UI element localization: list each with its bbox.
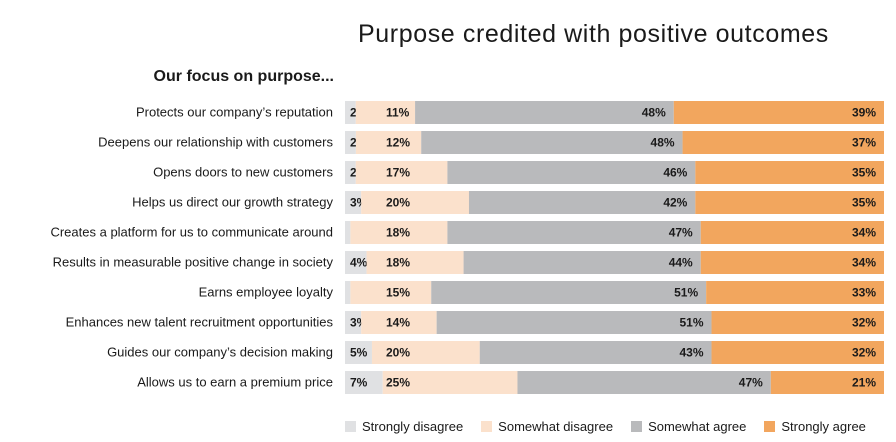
category-label-helps-us-direct-our-growth-strategy: Helps us direct our growth strategy — [132, 195, 333, 210]
data-label-somewhat-disagree-2: 12% — [386, 136, 410, 150]
bar-segment-somewhat-disagree-2 — [355, 131, 422, 154]
bar-segment-strongly-disagree-1 — [345, 101, 356, 124]
bar-segment-strongly-disagree-2 — [345, 131, 356, 154]
bar-segment-somewhat-disagree-10 — [382, 371, 518, 394]
data-label-somewhat-agree-3: 46% — [663, 166, 687, 180]
bar-segment-strongly-disagree-7 — [345, 281, 351, 304]
stacked-bar-chart: Protects our company’s reputation2%11%48… — [50, 101, 884, 394]
bar-segment-strongly-disagree-10 — [345, 371, 383, 394]
bar-segment-somewhat-agree-2 — [421, 131, 683, 154]
bar-segment-somewhat-disagree-3 — [355, 161, 448, 184]
bar-segment-strongly-agree-3 — [695, 161, 884, 184]
bar-segment-strongly-disagree-9 — [345, 341, 372, 364]
bar-segment-somewhat-disagree-6 — [366, 251, 464, 274]
data-label-strongly-agree-1: 39% — [852, 106, 876, 120]
data-label-somewhat-agree-8: 51% — [679, 316, 703, 330]
data-label-somewhat-agree-5: 47% — [669, 226, 693, 240]
data-label-somewhat-disagree-6: 18% — [386, 256, 410, 270]
bar-segment-strongly-agree-10 — [770, 371, 884, 394]
bar-segment-somewhat-agree-9 — [479, 341, 712, 364]
bar-segment-strongly-agree-6 — [700, 251, 884, 274]
data-label-somewhat-disagree-9: 20% — [386, 346, 410, 360]
bar-segment-somewhat-agree-8 — [436, 311, 712, 334]
legend-swatch-strongly-disagree — [345, 420, 356, 432]
bar-segment-somewhat-disagree-1 — [355, 101, 416, 124]
bar-segment-somewhat-disagree-7 — [350, 281, 432, 304]
bar-segment-somewhat-agree-1 — [415, 101, 674, 124]
bar-segment-strongly-agree-4 — [695, 191, 884, 214]
data-label-strongly-agree-6: 34% — [852, 256, 876, 270]
data-label-somewhat-agree-7: 51% — [674, 286, 698, 300]
category-label-enhances-new-talent-recruitment-opportunities: Enhances new talent recruitment opportun… — [66, 315, 334, 330]
data-label-strongly-agree-10: 21% — [852, 376, 876, 390]
data-label-somewhat-disagree-4: 20% — [386, 196, 410, 210]
data-label-strongly-agree-8: 32% — [852, 316, 876, 330]
data-label-strongly-agree-7: 33% — [852, 286, 876, 300]
data-label-somewhat-disagree-5: 18% — [386, 226, 410, 240]
bar-segment-strongly-disagree-6 — [345, 251, 367, 274]
bar-segment-somewhat-agree-10 — [517, 371, 771, 394]
bar-segment-strongly-agree-7 — [706, 281, 884, 304]
data-label-somewhat-agree-10: 47% — [739, 376, 763, 390]
data-label-somewhat-disagree-7: 15% — [386, 286, 410, 300]
bar-segment-strongly-agree-9 — [711, 341, 884, 364]
category-label-deepens-our-relationship-with-customers: Deepens our relationship with customers — [98, 135, 333, 150]
bar-segment-somewhat-disagree-4 — [361, 191, 469, 214]
data-label-somewhat-disagree-10: 25% — [386, 376, 410, 390]
data-label-somewhat-disagree-1: 11% — [386, 106, 410, 120]
bar-segment-strongly-agree-8 — [711, 311, 884, 334]
data-label-strongly-agree-9: 32% — [852, 346, 876, 360]
data-label-strongly-agree-3: 35% — [852, 166, 876, 180]
data-label-somewhat-disagree-8: 14% — [386, 316, 410, 330]
data-label-strongly-agree-2: 37% — [852, 136, 876, 150]
legend-swatch-strongly-agree — [764, 420, 776, 432]
bar-segment-strongly-disagree-3 — [345, 161, 356, 184]
data-label-strongly-disagree-10: 7% — [350, 376, 368, 390]
legend-label-somewhat-disagree: Somewhat disagree — [498, 418, 614, 434]
data-label-somewhat-agree-4: 42% — [663, 196, 687, 210]
data-label-somewhat-agree-9: 43% — [679, 346, 703, 360]
category-label-opens-doors-to-new-customers: Opens doors to new customers — [153, 165, 333, 180]
data-label-somewhat-agree-1: 48% — [642, 106, 666, 120]
bar-segment-somewhat-agree-4 — [468, 191, 696, 214]
chart-subtitle: Our focus on purpose... — [153, 68, 334, 85]
chart-legend: Strongly disagree Somewhat disagree Some… — [345, 418, 866, 434]
bar-segment-somewhat-disagree-8 — [361, 311, 437, 334]
category-label-earns-employee-loyalty: Earns employee loyalty — [199, 285, 334, 300]
legend-item-somewhat-disagree: Somewhat disagree — [481, 419, 613, 434]
data-label-strongly-disagree-6: 4% — [350, 256, 368, 270]
legend-item-strongly-disagree: Strongly disagree — [345, 419, 463, 434]
legend-swatch-somewhat-agree — [631, 420, 643, 432]
bar-segment-strongly-agree-1 — [673, 101, 884, 124]
data-label-somewhat-disagree-3: 17% — [386, 166, 410, 180]
bar-segment-strongly-disagree-8 — [345, 311, 362, 334]
legend-label-strongly-disagree: Strongly disagree — [362, 418, 464, 434]
category-label-creates-a-platform-for-us-to-communicate-around: Creates a platform for us to communicate… — [50, 225, 333, 240]
legend-label-strongly-agree: Strongly agree — [781, 418, 866, 434]
legend-swatch-somewhat-disagree — [481, 420, 493, 432]
bar-segment-somewhat-agree-6 — [463, 251, 701, 274]
data-label-somewhat-agree-2: 48% — [651, 136, 675, 150]
legend-item-somewhat-agree: Somewhat agree — [631, 419, 746, 434]
bar-segment-somewhat-agree-3 — [447, 161, 696, 184]
bar-segment-somewhat-disagree-9 — [371, 341, 480, 364]
bar-segment-somewhat-agree-5 — [447, 221, 701, 244]
bar-segment-strongly-agree-5 — [700, 221, 884, 244]
category-label-allows-us-to-earn-a-premium-price: Allows us to earn a premium price — [137, 375, 333, 390]
bar-segment-somewhat-disagree-5 — [350, 221, 448, 244]
data-label-strongly-agree-5: 34% — [852, 226, 876, 240]
legend-label-somewhat-agree: Somewhat agree — [648, 418, 747, 434]
bar-segment-somewhat-agree-7 — [431, 281, 707, 304]
bar-segment-strongly-disagree-4 — [345, 191, 362, 214]
category-label-guides-our-company-s-decision-making: Guides our company’s decision making — [107, 345, 333, 360]
chart-title: Purpose credited with positive outcomes — [358, 20, 829, 48]
category-label-protects-our-company-s-reputation: Protects our company’s reputation — [136, 105, 333, 120]
bar-segment-strongly-disagree-5 — [345, 221, 351, 244]
data-label-strongly-agree-4: 35% — [852, 196, 876, 210]
data-label-somewhat-agree-6: 44% — [669, 256, 693, 270]
legend-item-strongly-agree: Strongly agree — [764, 419, 866, 434]
data-label-strongly-disagree-9: 5% — [350, 346, 368, 360]
bar-segment-strongly-agree-2 — [682, 131, 884, 154]
category-label-results-in-measurable-positive-change-in-society: Results in measurable positive change in… — [53, 255, 334, 270]
